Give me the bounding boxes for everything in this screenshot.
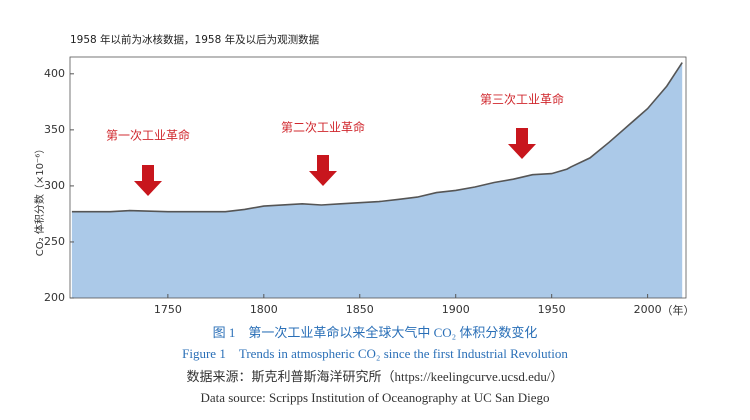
plot-frame xyxy=(69,56,687,299)
y-tick-label: 350 xyxy=(44,123,65,136)
x-tick-label: 1850 xyxy=(346,303,374,316)
x-tick-label: 2000 xyxy=(634,303,662,316)
arrow xyxy=(134,165,162,196)
line xyxy=(71,62,683,213)
x-tick-label: 1750 xyxy=(154,303,182,316)
arrow xyxy=(309,155,337,186)
annotation: 第三次工业革命 xyxy=(480,92,564,107)
area xyxy=(71,62,683,298)
annotation: 第一次工业革命 xyxy=(106,128,190,143)
y-tick-label: 400 xyxy=(44,67,65,80)
source-cn: 数据来源：斯克利普斯海洋研究所（https://keelingcurve.ucs… xyxy=(187,369,564,384)
note: 1958 年以前为冰核数据，1958 年及以后为观测数据 xyxy=(70,33,320,46)
annotation: 第二次工业革命 xyxy=(281,120,365,135)
x-axis-label: （年） xyxy=(662,303,695,317)
x-tick-label: 1800 xyxy=(250,303,278,316)
y-tick-label: 200 xyxy=(44,291,65,304)
caption-cn: 图 1 第一次工业革命以来全球大气中 CO₂ 体积分数变化 xyxy=(213,325,538,340)
caption-en: Figure 1 Trends in atmospheric CO₂ since… xyxy=(182,346,568,361)
y-tick-label: 300 xyxy=(44,179,65,192)
x-tick-label: 1900 xyxy=(442,303,470,316)
arrow xyxy=(508,128,536,159)
y-tick-label: 250 xyxy=(44,235,65,248)
x-tick-label: 1950 xyxy=(538,303,566,316)
y-axis-label: CO₂ 体积分数（×10⁻⁶） xyxy=(33,144,46,256)
source-en: Data source: Scripps Institution of Ocea… xyxy=(200,390,549,405)
